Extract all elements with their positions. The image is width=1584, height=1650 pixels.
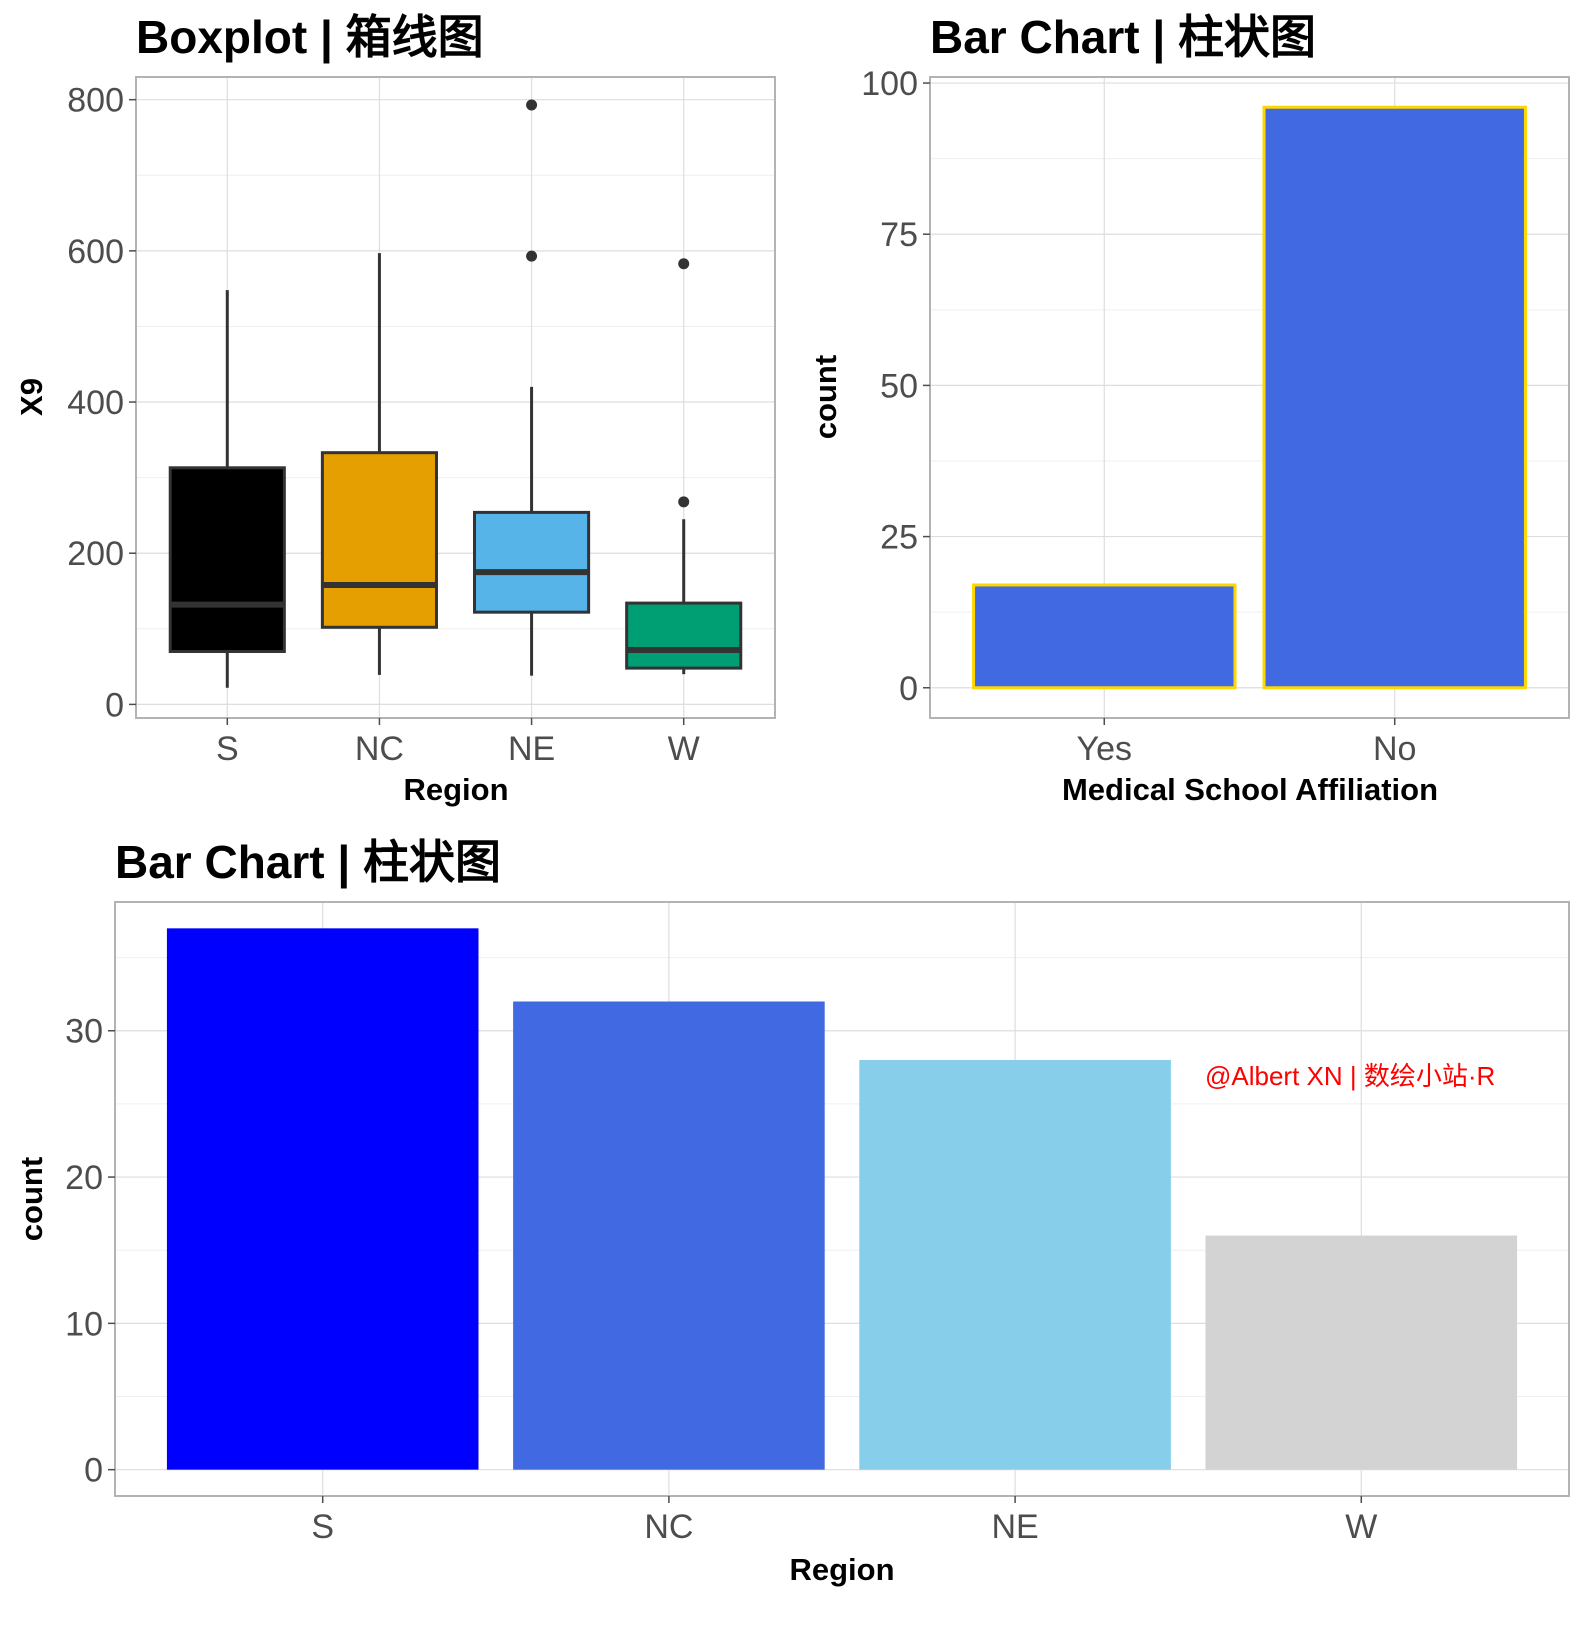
region-bar-y-axis-title: count: [14, 1157, 49, 1241]
y-tick-label: 600: [67, 233, 124, 271]
bar: [1205, 1235, 1518, 1470]
bar: [166, 928, 479, 1470]
y-tick-label: 400: [67, 384, 124, 422]
boxplot-y-ticks: 0 200 400 600 800: [67, 82, 136, 724]
boxplot-panel: Boxplot | 箱线图 0 200 400 600 800 S NC NE W Regio…: [14, 11, 776, 807]
y-tick-label: 200: [67, 535, 124, 573]
boxplot-panel-border: [135, 76, 776, 719]
x-tick-label: No: [1373, 730, 1416, 768]
affiliation-bar-y-ticks: 0 25 50 75 100: [861, 65, 930, 708]
region-bar-bars: [166, 928, 1518, 1470]
affiliation-bar-x-axis-title: Medical School Affiliation: [1062, 772, 1438, 807]
x-tick-label: Yes: [1077, 730, 1132, 768]
x-tick-label: S: [311, 1508, 334, 1546]
region-bar-y-ticks: 0 10 20 30: [65, 1013, 115, 1490]
affiliation-bar-bars: [972, 105, 1527, 690]
y-tick-label: 30: [65, 1013, 103, 1051]
box-outlier-point: [526, 99, 538, 111]
box-outlier-point: [526, 250, 538, 262]
bar: [513, 1001, 825, 1470]
box-body: [168, 466, 286, 653]
affiliation-bar-title: Bar Chart | 柱状图: [930, 11, 1316, 63]
box-body: [625, 601, 743, 670]
y-tick-label: 10: [65, 1305, 103, 1343]
x-tick-label: W: [1345, 1508, 1377, 1546]
boxplot-boxes: [168, 99, 743, 688]
affiliation-bar-panel: Bar Chart | 柱状图 0 25 50 75 100 Yes No Medical…: [808, 11, 1570, 807]
x-tick-label: NE: [508, 730, 555, 768]
x-tick-label: NC: [644, 1508, 693, 1546]
boxplot-x-axis-title: Region: [403, 772, 508, 807]
y-tick-label: 0: [899, 670, 918, 708]
affiliation-bar-x-ticks: Yes No: [1077, 718, 1416, 768]
box-body: [473, 510, 591, 614]
bar: [972, 583, 1237, 690]
y-tick-label: 100: [861, 65, 918, 103]
y-tick-label: 75: [880, 216, 918, 254]
boxplot-title: Boxplot | 箱线图: [136, 11, 484, 63]
watermark-text: @Albert XN | 数绘小站·R: [1205, 1061, 1495, 1091]
y-tick-label: 800: [67, 82, 124, 120]
box-body: [320, 451, 438, 629]
x-tick-label: NE: [991, 1508, 1038, 1546]
region-bar-panel: Bar Chart | 柱状图 0 10 20 30 S NC NE W Region co…: [14, 836, 1570, 1587]
region-bar-title: Bar Chart | 柱状图: [115, 836, 501, 888]
x-tick-label: NC: [355, 730, 404, 768]
y-tick-label: 25: [880, 519, 918, 557]
region-bar-x-ticks: S NC NE W: [311, 1496, 1377, 1546]
x-tick-label: W: [668, 730, 700, 768]
boxplot-x-ticks: S NC NE W: [216, 718, 700, 768]
x-tick-label: S: [216, 730, 239, 768]
region-bar-panel-border: [114, 901, 1570, 1497]
bar: [1262, 105, 1527, 690]
y-tick-label: 20: [65, 1159, 103, 1197]
box-outlier-point: [678, 496, 690, 508]
y-tick-label: 0: [84, 1452, 103, 1490]
box-outlier-point: [678, 258, 690, 270]
region-bar-x-axis-title: Region: [789, 1552, 894, 1587]
affiliation-bar-panel-border: [929, 76, 1570, 719]
boxplot-y-axis-title: X9: [14, 378, 49, 416]
y-tick-label: 50: [880, 367, 918, 405]
y-tick-label: 0: [105, 686, 124, 724]
bar: [859, 1060, 1171, 1470]
affiliation-bar-y-axis-title: count: [808, 355, 843, 439]
